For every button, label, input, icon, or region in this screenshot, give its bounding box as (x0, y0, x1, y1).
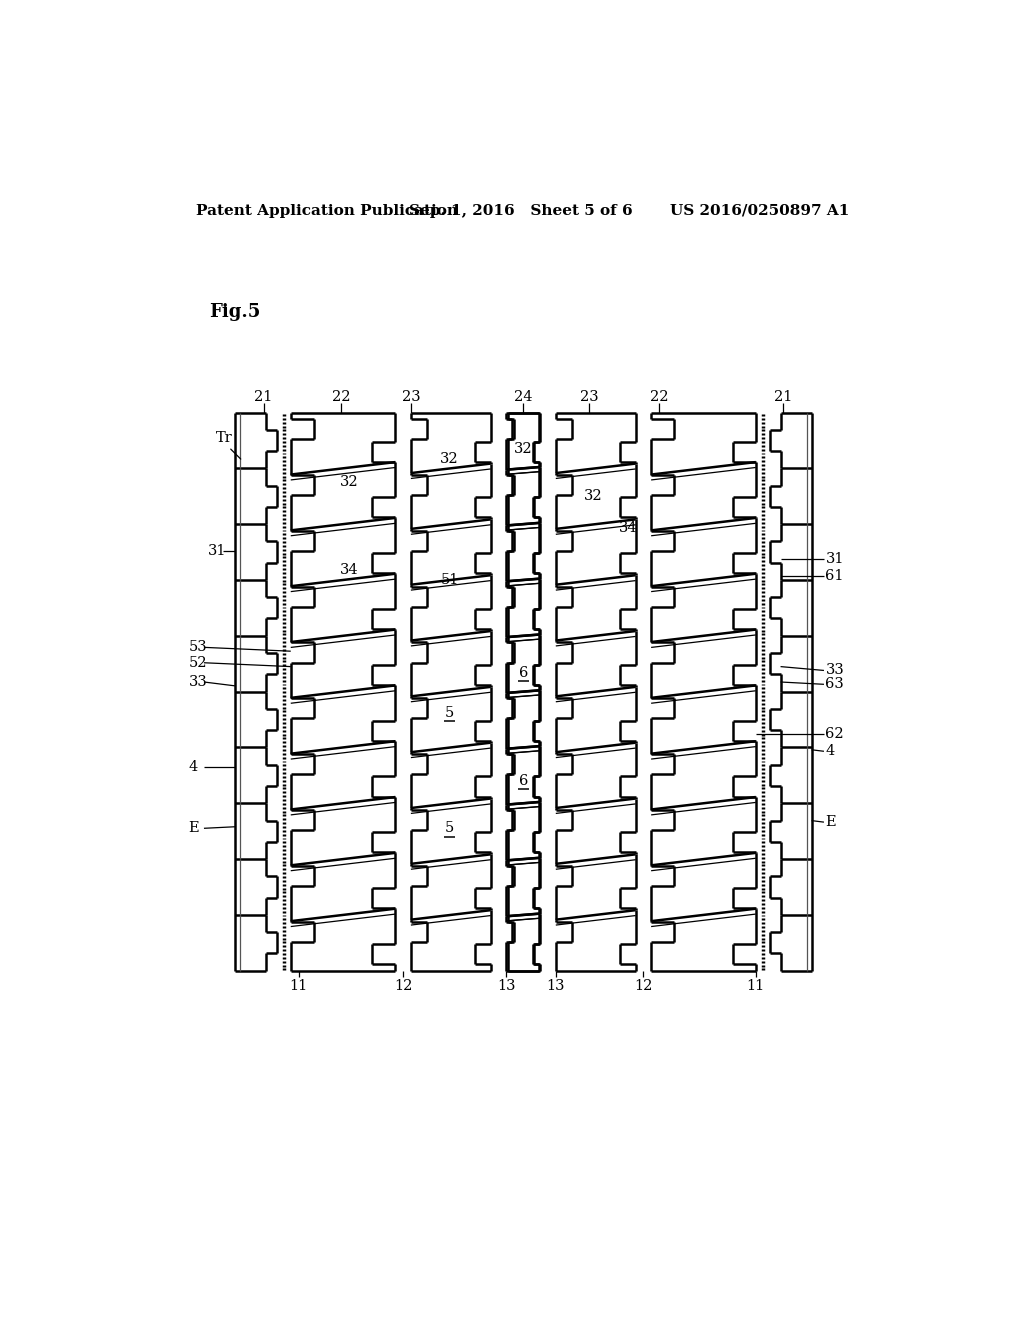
Text: 11: 11 (290, 979, 307, 993)
Text: 22: 22 (332, 391, 350, 404)
Text: 12: 12 (394, 979, 413, 993)
Text: 21: 21 (254, 391, 272, 404)
Text: 34: 34 (340, 564, 358, 577)
Text: 32: 32 (584, 488, 602, 503)
Text: Tr: Tr (216, 430, 232, 445)
Text: 34: 34 (618, 521, 637, 535)
Text: 5: 5 (445, 706, 455, 719)
Text: E: E (825, 816, 837, 829)
Text: 62: 62 (825, 727, 844, 742)
Text: US 2016/0250897 A1: US 2016/0250897 A1 (671, 203, 850, 218)
Text: 11: 11 (746, 979, 765, 993)
Text: 32: 32 (514, 442, 532, 457)
Text: 24: 24 (514, 391, 532, 404)
Text: 13: 13 (497, 979, 515, 993)
Text: 51: 51 (440, 573, 459, 587)
Text: 31: 31 (208, 544, 226, 558)
Text: Fig.5: Fig.5 (209, 304, 261, 321)
Text: 33: 33 (825, 664, 844, 677)
Text: 13: 13 (547, 979, 565, 993)
Text: 32: 32 (340, 475, 358, 488)
Text: 5: 5 (445, 821, 455, 836)
Text: 4: 4 (825, 744, 835, 758)
Text: 23: 23 (401, 391, 420, 404)
Text: 22: 22 (649, 391, 668, 404)
Text: 4: 4 (188, 760, 198, 774)
Text: 12: 12 (634, 979, 652, 993)
Text: 61: 61 (825, 569, 844, 582)
Text: Sep. 1, 2016   Sheet 5 of 6: Sep. 1, 2016 Sheet 5 of 6 (410, 203, 633, 218)
Text: 63: 63 (825, 677, 844, 692)
Text: 23: 23 (580, 391, 598, 404)
Text: 32: 32 (440, 451, 459, 466)
Text: 21: 21 (774, 391, 792, 404)
Text: 31: 31 (825, 552, 844, 566)
Text: 52: 52 (188, 656, 207, 669)
Text: E: E (188, 821, 199, 836)
Text: Patent Application Publication: Patent Application Publication (197, 203, 458, 218)
Text: 6: 6 (518, 665, 528, 680)
Text: 33: 33 (188, 675, 207, 689)
Text: 6: 6 (518, 774, 528, 788)
Text: 53: 53 (188, 640, 207, 655)
